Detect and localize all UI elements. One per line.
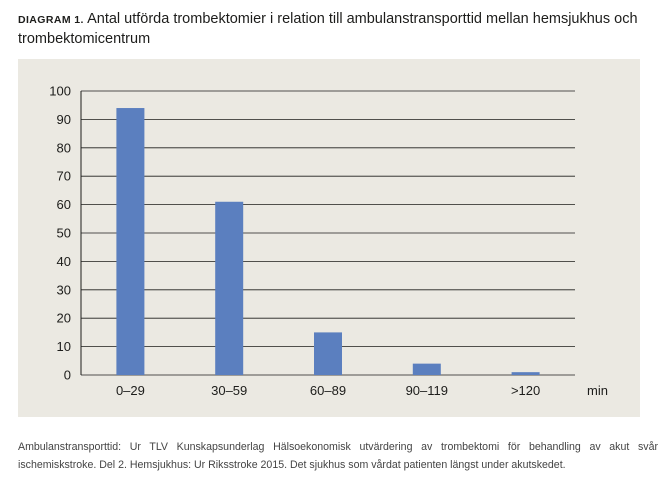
bar->120 <box>511 372 540 375</box>
y-tick-label: 30 <box>57 282 71 297</box>
y-tick-label: 20 <box>57 311 71 326</box>
x-axis-unit-label: min <box>587 383 608 398</box>
y-tick-label: 100 <box>49 84 71 99</box>
y-tick-label: 60 <box>57 197 71 212</box>
bar-30–59 <box>215 201 244 375</box>
x-tick-label: 90–119 <box>406 383 448 398</box>
x-tick-label: >120 <box>511 383 540 398</box>
x-tick-label: 30–59 <box>211 383 247 398</box>
y-tick-label: 0 <box>64 368 71 383</box>
diagram-prefix: DIAGRAM 1. <box>18 14 84 26</box>
chart-panel: 0 10 20 30 40 50 60 70 80 90 100 0–29 30–59 60–89 90–1… <box>18 59 640 417</box>
y-tick-label: 90 <box>57 112 71 127</box>
chart-title: DIAGRAM 1. Antal utförda trombektomier i… <box>18 10 658 49</box>
x-tick-label: 0–29 <box>116 383 145 398</box>
bar-chart: 0 10 20 30 40 50 60 70 80 90 100 0–29 30–59 60–89 90–1… <box>49 84 608 399</box>
y-tick-label: 40 <box>57 254 71 269</box>
y-tick-label: 70 <box>57 169 71 184</box>
bar-90–119 <box>412 363 441 375</box>
y-tick-label: 80 <box>57 140 71 155</box>
y-tick-label: 10 <box>57 339 71 354</box>
diagram-title-text: Antal utförda trombektomier i relation t… <box>18 11 638 47</box>
source-footnote: Ambulanstransporttid: Ur TLV Kunskapsund… <box>18 441 658 471</box>
x-tick-label: 60–89 <box>310 383 346 398</box>
bar-60–89 <box>314 332 342 375</box>
y-tick-label: 50 <box>57 226 71 241</box>
bar-0–29 <box>116 108 145 375</box>
